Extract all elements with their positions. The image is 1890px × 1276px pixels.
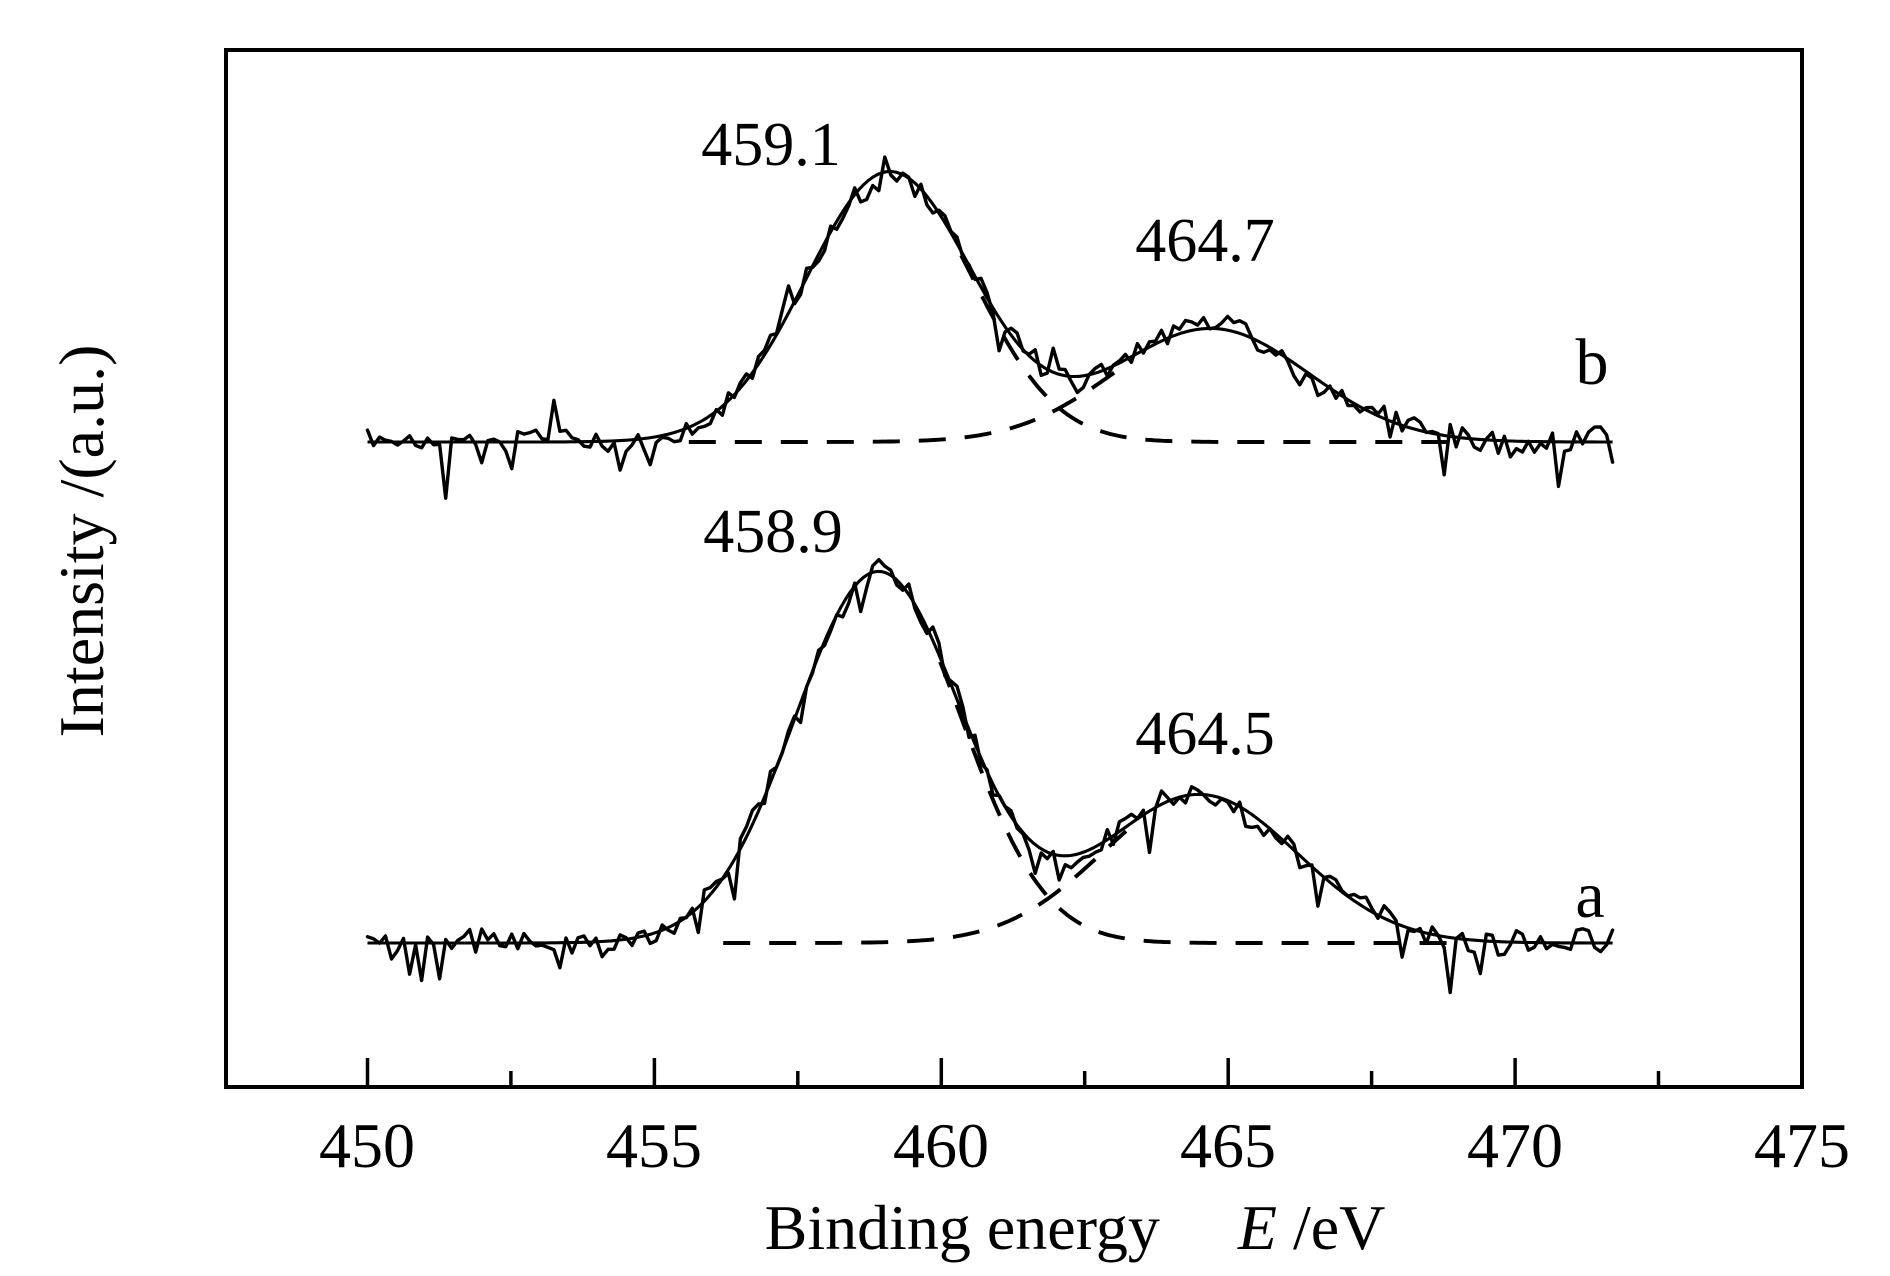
series-b-component-1-dashed — [959, 254, 1462, 444]
x-axis-title-prefix: Binding energy — [765, 1192, 1160, 1263]
series-letter-a: a — [1575, 859, 1604, 932]
peak-label-b-main: 459.1 — [701, 111, 841, 179]
x-axis-title: Binding energy E/eV — [765, 1192, 1386, 1263]
peak-label-a-second: 464.5 — [1135, 700, 1275, 768]
x-axis-tick-labels: 450 455 460 465 470 475 — [319, 1110, 1850, 1181]
x-axis-ticks — [365, 1058, 1804, 1085]
x-tick-label-470: 470 — [1467, 1110, 1563, 1181]
x-tick-label-455: 455 — [606, 1110, 702, 1181]
x-tick-label-465: 465 — [1180, 1110, 1276, 1181]
series-a-raw-trace — [365, 558, 1615, 995]
series-letter-b: b — [1576, 326, 1609, 399]
peak-annotations: 459.1 464.7 458.9 464.5 — [701, 111, 1275, 768]
series-b-component-2-dashed — [688, 359, 1132, 444]
plot-border — [224, 48, 1804, 1089]
peak-label-a-main: 458.9 — [703, 498, 843, 566]
series-a-component-1-dashed — [938, 661, 1460, 945]
x-axis-title-suffix: /eV — [1293, 1192, 1385, 1263]
x-axis-title-symbol: E — [1237, 1192, 1277, 1263]
x-tick-label-450: 450 — [319, 1110, 415, 1181]
series-a-component-2-dashed — [723, 829, 1128, 945]
series-letters: b a — [1575, 326, 1608, 932]
y-axis-title: Intensity /(a.u.) — [46, 345, 117, 738]
spectra-curves — [365, 155, 1615, 995]
series-b-raw-trace — [365, 155, 1615, 500]
peak-label-b-second: 464.7 — [1135, 207, 1275, 275]
series-a-fit-envelope — [367, 569, 1613, 945]
x-tick-label-475: 475 — [1754, 1110, 1850, 1181]
x-tick-label-460: 460 — [893, 1110, 989, 1181]
